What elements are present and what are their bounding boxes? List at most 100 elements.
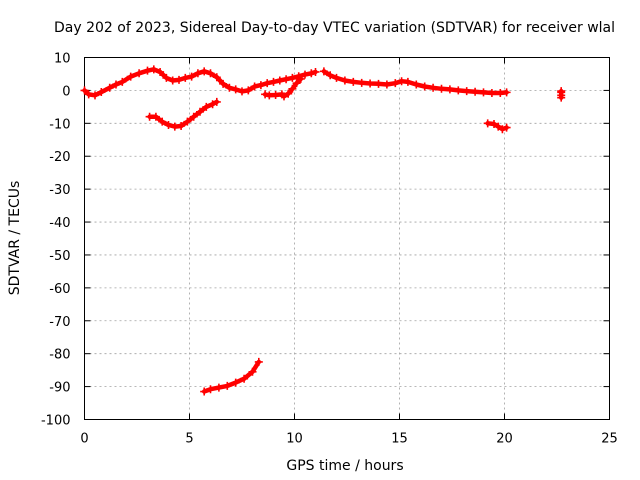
x-tick-label: 5 bbox=[185, 432, 193, 447]
data-point bbox=[97, 88, 106, 97]
data-point bbox=[366, 79, 375, 88]
data-point bbox=[212, 73, 221, 82]
series-track-6 bbox=[483, 119, 511, 134]
data-point bbox=[429, 83, 438, 92]
data-point bbox=[263, 79, 272, 88]
data-point bbox=[158, 117, 167, 126]
x-tick-label: 25 bbox=[601, 432, 618, 447]
data-point bbox=[502, 88, 511, 97]
x-tick-label: 10 bbox=[286, 432, 303, 447]
data-point bbox=[420, 82, 429, 91]
data-point bbox=[126, 72, 135, 81]
data-point bbox=[288, 73, 297, 82]
data-point bbox=[231, 85, 240, 94]
data-point bbox=[319, 67, 328, 76]
y-tick-label: -60 bbox=[49, 282, 70, 297]
data-point bbox=[248, 367, 257, 376]
data-point bbox=[498, 125, 507, 134]
x-tick-label: 0 bbox=[80, 432, 88, 447]
data-point bbox=[284, 89, 293, 98]
series-line bbox=[201, 359, 262, 394]
data-point bbox=[84, 90, 93, 99]
data-point bbox=[261, 90, 270, 99]
data-point bbox=[223, 381, 232, 390]
data-point bbox=[202, 102, 211, 111]
data-point bbox=[240, 374, 249, 383]
grid-lines bbox=[84, 57, 610, 420]
chart-title: Day 202 of 2023, Sidereal Day-to-day VTE… bbox=[54, 20, 615, 36]
data-point bbox=[296, 74, 305, 83]
data-point bbox=[382, 80, 391, 89]
y-tick-label: 10 bbox=[54, 52, 71, 67]
data-layer bbox=[80, 65, 566, 396]
series-track-1 bbox=[80, 65, 320, 100]
data-point bbox=[238, 87, 246, 96]
data-point bbox=[301, 70, 309, 79]
data-point bbox=[332, 73, 341, 82]
x-tick-label: 20 bbox=[496, 432, 513, 447]
series-track-5 bbox=[145, 97, 221, 131]
data-point bbox=[189, 112, 198, 121]
data-point bbox=[391, 79, 400, 88]
data-point bbox=[244, 86, 253, 95]
x-axis-label: GPS time / hours bbox=[286, 458, 403, 474]
plot-frame bbox=[84, 57, 610, 420]
data-point bbox=[490, 119, 498, 128]
data-point bbox=[183, 117, 192, 126]
data-point bbox=[437, 84, 446, 93]
data-point bbox=[403, 77, 412, 86]
data-point bbox=[214, 383, 223, 392]
data-point bbox=[112, 80, 120, 89]
data-point bbox=[487, 89, 496, 98]
data-point bbox=[275, 76, 284, 85]
data-point bbox=[181, 73, 190, 82]
data-point bbox=[135, 69, 144, 78]
data-point bbox=[292, 79, 301, 88]
data-point bbox=[196, 107, 204, 116]
y-tick-label: -100 bbox=[41, 414, 71, 429]
data-point bbox=[91, 91, 99, 100]
data-point bbox=[143, 66, 152, 75]
data-point bbox=[175, 75, 183, 84]
data-point bbox=[462, 87, 471, 96]
series-track-7 bbox=[557, 87, 566, 102]
series-track-8 bbox=[200, 357, 263, 396]
y-axis-label: SDTVAR / TECUs bbox=[7, 181, 23, 296]
series-track-2 bbox=[261, 90, 286, 100]
data-point bbox=[193, 69, 202, 78]
y-tick-label: -90 bbox=[49, 381, 70, 396]
data-point bbox=[80, 86, 89, 95]
data-point bbox=[162, 73, 171, 82]
data-point bbox=[282, 75, 291, 84]
data-point bbox=[156, 67, 165, 76]
y-tick-label: -70 bbox=[49, 315, 70, 330]
data-point bbox=[374, 79, 383, 88]
y-tick-label: -40 bbox=[49, 216, 70, 231]
data-point bbox=[412, 80, 421, 89]
data-point bbox=[149, 65, 158, 74]
data-point bbox=[151, 112, 160, 121]
series-track-4 bbox=[319, 67, 511, 98]
data-point bbox=[206, 69, 215, 78]
data-point bbox=[357, 78, 366, 87]
data-point bbox=[187, 72, 196, 81]
data-point bbox=[164, 120, 173, 129]
data-point bbox=[557, 93, 566, 102]
data-point bbox=[340, 76, 349, 85]
data-point bbox=[105, 83, 114, 92]
data-point bbox=[250, 82, 259, 91]
data-point bbox=[307, 69, 316, 78]
data-point bbox=[326, 71, 335, 80]
data-point bbox=[311, 67, 320, 76]
data-point bbox=[479, 88, 488, 97]
y-tick-label: -20 bbox=[49, 150, 70, 165]
y-tick-label: -50 bbox=[49, 249, 70, 264]
data-point bbox=[471, 87, 480, 96]
data-point bbox=[225, 83, 234, 92]
data-point bbox=[256, 81, 265, 90]
data-point bbox=[288, 84, 297, 93]
data-point bbox=[280, 92, 288, 101]
y-tick-label: -10 bbox=[49, 117, 70, 132]
data-point bbox=[208, 100, 217, 109]
